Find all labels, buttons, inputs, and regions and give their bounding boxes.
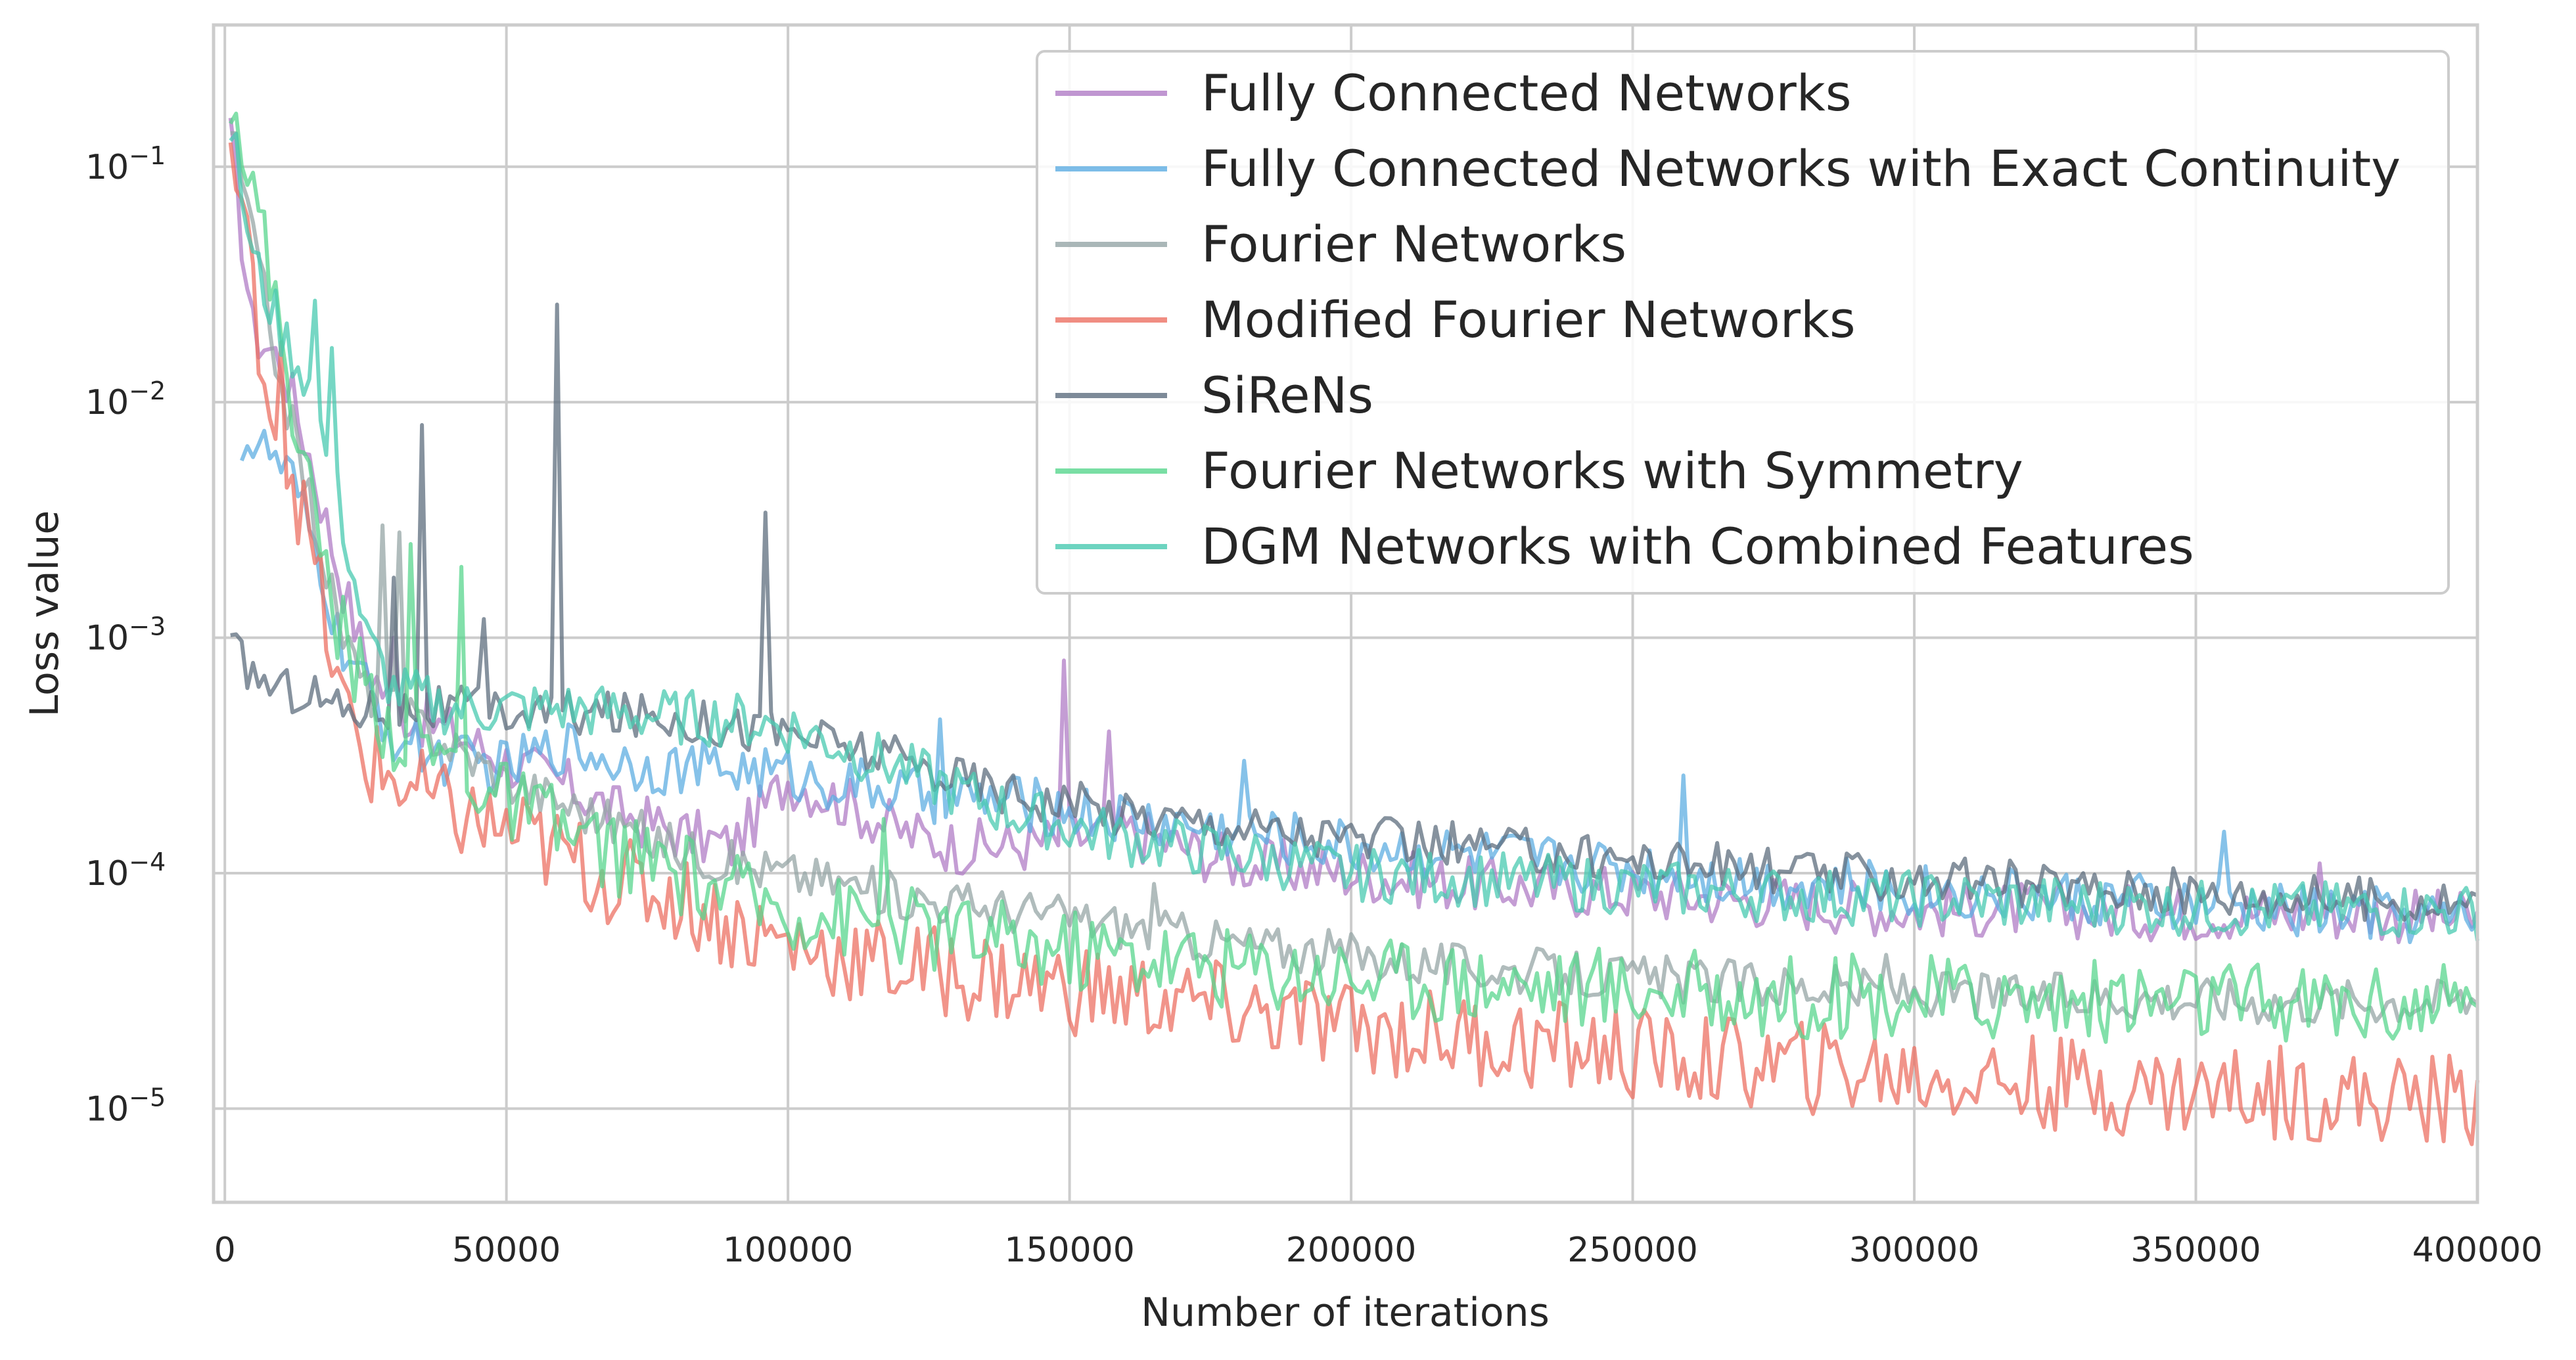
legend: Fully Connected Networks Fully Connected … bbox=[1036, 50, 2450, 595]
x-tick-label: 200000 bbox=[1286, 1231, 1417, 1270]
x-tick-label: 100000 bbox=[723, 1231, 854, 1270]
legend-label: Fourier Networks bbox=[1201, 215, 1626, 273]
plot-frame bbox=[212, 23, 2479, 1204]
x-tick-label: 50000 bbox=[452, 1231, 561, 1270]
legend-label: SiReNs bbox=[1201, 366, 1373, 424]
y-tick-label: 10−2 bbox=[85, 376, 166, 422]
series-line bbox=[228, 142, 2479, 1146]
y-tick-label: 10−4 bbox=[85, 848, 166, 894]
legend-box bbox=[1036, 50, 2450, 595]
series-line bbox=[229, 111, 2479, 1044]
y-tick-label: 10−5 bbox=[85, 1083, 166, 1129]
y-tick-labels: 10−5 10−4 10−3 10−2 10−1 bbox=[85, 141, 166, 1129]
legend-label: Fourier Networks with Symmetry bbox=[1201, 442, 2023, 500]
x-tick-labels: 0 50000 100000 150000 200000 250000 300000 3500… bbox=[214, 1231, 2543, 1270]
legend-label: Fully Connected Networks with Exact Cont… bbox=[1201, 139, 2401, 198]
x-tick-label: 300000 bbox=[1849, 1231, 1980, 1270]
legend-label: Fully Connected Networks bbox=[1201, 64, 1851, 122]
y-axis-title: Loss value bbox=[22, 510, 68, 717]
x-tick-label: 400000 bbox=[2412, 1231, 2543, 1270]
x-tick-label: 150000 bbox=[1004, 1231, 1135, 1270]
x-tick-label: 0 bbox=[214, 1231, 236, 1270]
x-tick-label: 250000 bbox=[1567, 1231, 1698, 1270]
series-line bbox=[230, 131, 2479, 1026]
x-axis-title: Number of iterations bbox=[1141, 1290, 1550, 1336]
legend-label: DGM Networks with Combined Features bbox=[1201, 517, 2194, 576]
series-layer bbox=[228, 111, 2479, 1146]
series-line bbox=[229, 131, 2479, 941]
x-tick-label: 350000 bbox=[2130, 1231, 2261, 1270]
y-tick-label: 10−3 bbox=[85, 612, 166, 658]
y-tick-label: 10−1 bbox=[85, 141, 166, 187]
legend-label: Modified Fourier Networks bbox=[1201, 290, 1856, 349]
